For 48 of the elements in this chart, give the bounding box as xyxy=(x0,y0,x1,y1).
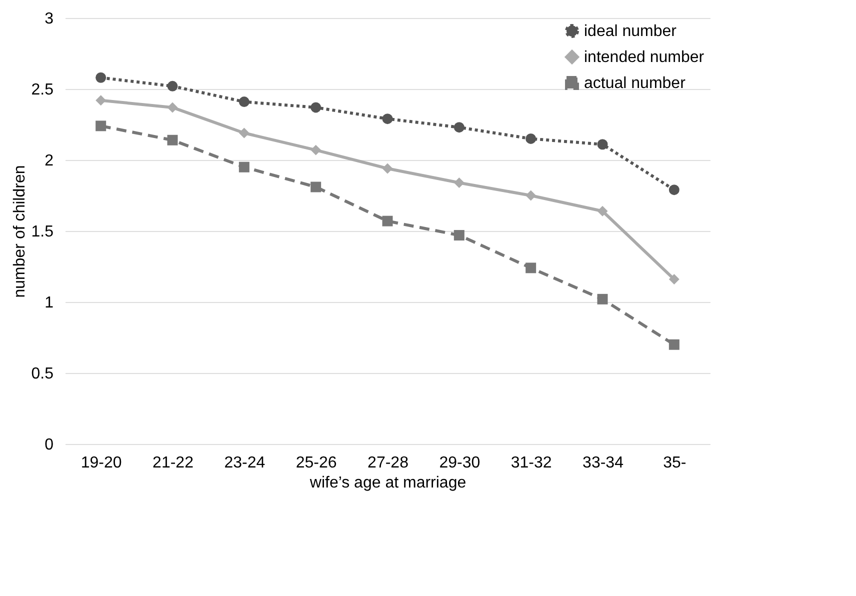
x-tick-label: 35- xyxy=(663,454,686,472)
point xyxy=(167,102,178,113)
point xyxy=(167,80,178,92)
point xyxy=(597,294,608,304)
y-tick-label: 1 xyxy=(44,294,54,312)
x-axis-title: wife’s age at marriage xyxy=(308,474,466,492)
legend-label: intended number xyxy=(584,49,705,66)
x-tick-label: 29-30 xyxy=(439,454,480,472)
point xyxy=(238,128,250,138)
point xyxy=(454,122,464,133)
point xyxy=(668,184,680,196)
x-tick-label: 25-26 xyxy=(296,454,337,472)
x-tick-label: 27-28 xyxy=(368,454,409,472)
point xyxy=(96,120,106,132)
x-tick-label: 19-20 xyxy=(80,454,122,472)
y-tick-label: 1.5 xyxy=(31,224,54,240)
point xyxy=(597,206,608,216)
point xyxy=(310,144,322,156)
point xyxy=(382,216,393,226)
y-tick-label: 0 xyxy=(44,436,54,454)
y-axis-title: number of children xyxy=(11,165,28,298)
point xyxy=(238,162,250,172)
point xyxy=(526,190,536,201)
y-tick-label: 2.5 xyxy=(31,82,54,98)
point xyxy=(310,102,322,113)
x-tick-label: 31-32 xyxy=(510,454,552,472)
point xyxy=(238,96,250,108)
point xyxy=(668,339,680,350)
y-tick-label: 3 xyxy=(44,10,54,28)
point xyxy=(454,177,464,188)
point xyxy=(526,262,536,274)
point xyxy=(454,230,464,241)
point xyxy=(96,72,106,83)
point xyxy=(167,134,178,146)
point xyxy=(382,163,393,174)
x-tick-label: 21-22 xyxy=(152,454,194,472)
point xyxy=(597,139,608,150)
legend-label: ideal number xyxy=(584,23,678,40)
y-tick-label: 0.5 xyxy=(31,366,54,382)
point xyxy=(668,274,680,285)
point xyxy=(382,114,393,124)
x-tick-label: 33-34 xyxy=(582,454,624,472)
legend-label: actual number xyxy=(584,75,686,92)
y-tick-label: 2 xyxy=(44,152,54,170)
x-tick-label: 23-24 xyxy=(224,454,266,472)
point xyxy=(310,182,322,192)
point xyxy=(96,95,106,106)
point xyxy=(526,133,536,144)
